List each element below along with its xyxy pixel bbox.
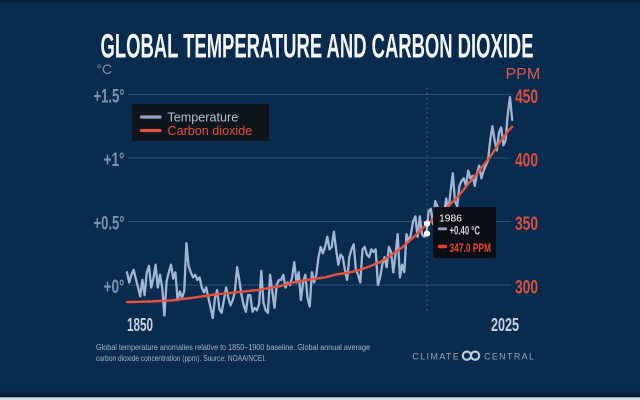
- svg-text:CLIMATE: CLIMATE: [412, 351, 459, 361]
- svg-text:PPM: PPM: [506, 66, 541, 83]
- svg-text:2025: 2025: [491, 314, 519, 335]
- svg-text:°C: °C: [97, 62, 113, 77]
- svg-text:+1.5°: +1.5°: [94, 86, 125, 108]
- svg-text:Temperature: Temperature: [168, 111, 239, 125]
- svg-text:GLOBAL TEMPERATURE AND CARBON: GLOBAL TEMPERATURE AND CARBON DIOXIDE: [101, 28, 534, 66]
- svg-text:+0.40 °C: +0.40 °C: [450, 226, 481, 238]
- svg-text:1850: 1850: [127, 314, 153, 335]
- svg-text:300: 300: [515, 276, 538, 298]
- svg-text:1986: 1986: [439, 213, 462, 224]
- svg-text:+1°: +1°: [104, 149, 125, 171]
- svg-text:+0.5°: +0.5°: [94, 213, 125, 235]
- svg-text:450: 450: [515, 86, 538, 108]
- svg-text:347.0 PPM: 347.0 PPM: [450, 241, 492, 255]
- svg-text:400: 400: [515, 149, 538, 171]
- svg-text:Carbon dioxide: Carbon dioxide: [168, 124, 253, 138]
- svg-text:350: 350: [515, 213, 538, 235]
- svg-text:CENTRAL: CENTRAL: [484, 351, 534, 361]
- svg-text:Global temperature anomalies r: Global temperature anomalies relative to…: [96, 343, 370, 352]
- svg-text:+0°: +0°: [104, 276, 125, 298]
- svg-text:carbon dioxide concentration (: carbon dioxide concentration (ppm). Sour…: [96, 354, 266, 363]
